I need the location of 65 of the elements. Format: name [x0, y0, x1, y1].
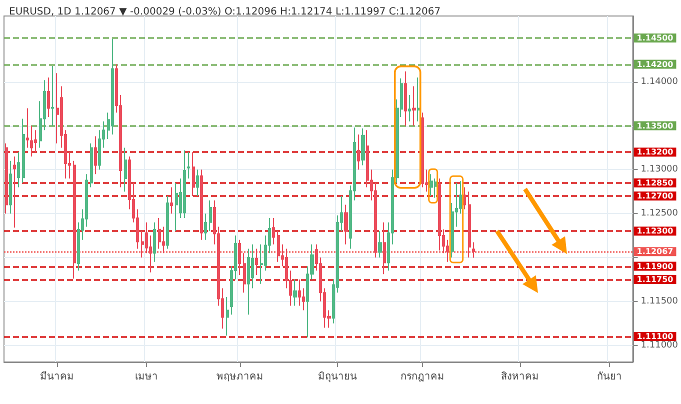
candlestick: [200, 169, 203, 240]
y-tick-label: 1.14000: [640, 76, 678, 87]
chart-title: EURUSD, 1D 1.12067 ▼ -0.00029 (-0.03%) O:1.12096 H:1.12174 L:1.11997 C:1.12067: [9, 6, 441, 18]
candlestick: [247, 248, 250, 316]
candlestick: [51, 66, 54, 126]
y-tick-label: 1.11000: [640, 340, 678, 350]
candlestick: [170, 186, 173, 214]
candlestick: [209, 200, 212, 232]
x-tick-label: กันยา: [596, 372, 622, 382]
ref-line-label: 1.12850: [636, 178, 674, 188]
candlestick: [204, 213, 207, 240]
candlestick: [56, 72, 59, 144]
candlestick: [124, 147, 127, 192]
candlestick: [17, 152, 20, 188]
x-tick-label: เมษา: [134, 372, 158, 382]
ref-line-label: 1.11900: [636, 262, 674, 271]
candlestick: [408, 94, 411, 122]
candlestick: [293, 278, 297, 306]
candlestick: [183, 150, 186, 218]
candlestick: [272, 217, 275, 245]
candlestick: [111, 38, 114, 136]
candlestick: [357, 134, 360, 170]
candlestick: [404, 70, 407, 126]
x-tick-label: มีนาคม: [40, 370, 74, 382]
ref-line-label: 1.13500: [636, 121, 674, 130]
candlestick: [47, 76, 50, 118]
ref-line-label: 1.11100: [636, 332, 674, 342]
ref-line-label: 1.14500: [636, 33, 674, 42]
candlestick: [429, 174, 433, 197]
candlestick: [34, 130, 37, 153]
candlestick: [412, 86, 416, 126]
y-tick-label: 1.11500: [640, 296, 678, 306]
candlestick: [13, 156, 16, 228]
y-tick-label: 1.13000: [640, 164, 678, 175]
x-tick-label: พฤษภาคม: [216, 372, 264, 382]
ref-line-label: 1.12300: [636, 226, 674, 236]
candlestick: [298, 278, 301, 306]
candlestick: [192, 152, 195, 197]
y-tick-label: 1.12500: [640, 208, 678, 219]
candlestick: [463, 186, 466, 210]
ref-line-label: 1.13200: [636, 148, 674, 157]
candlestick: [5, 142, 8, 214]
candlestick: [417, 76, 420, 122]
ref-line-label: 1.12700: [636, 192, 674, 201]
candlestick: [187, 152, 190, 179]
candlestick: [90, 142, 93, 188]
candlestick: [344, 204, 348, 245]
x-tick-label: กรกฎาคม: [400, 372, 444, 382]
candlestick: [158, 217, 161, 250]
candlestick: [196, 169, 199, 197]
candlestick: [361, 128, 365, 166]
candlestick: [243, 252, 246, 294]
candlestick: [22, 118, 25, 184]
candlestick: [153, 222, 156, 262]
x-tick-label: สิงหาคม: [501, 372, 540, 382]
x-tick-label: มิถุนายน: [318, 372, 358, 382]
candlestick: [94, 136, 97, 175]
ref-line-label: 1.14200: [636, 60, 674, 69]
candlestick: [9, 160, 12, 214]
ref-line-label: 1.12067: [636, 247, 674, 256]
ref-line-label: 1.11750: [636, 274, 674, 284]
candlestick: [175, 182, 178, 232]
candlestick: [166, 196, 169, 250]
candlestick: [378, 230, 382, 258]
candlestick: [226, 296, 229, 336]
